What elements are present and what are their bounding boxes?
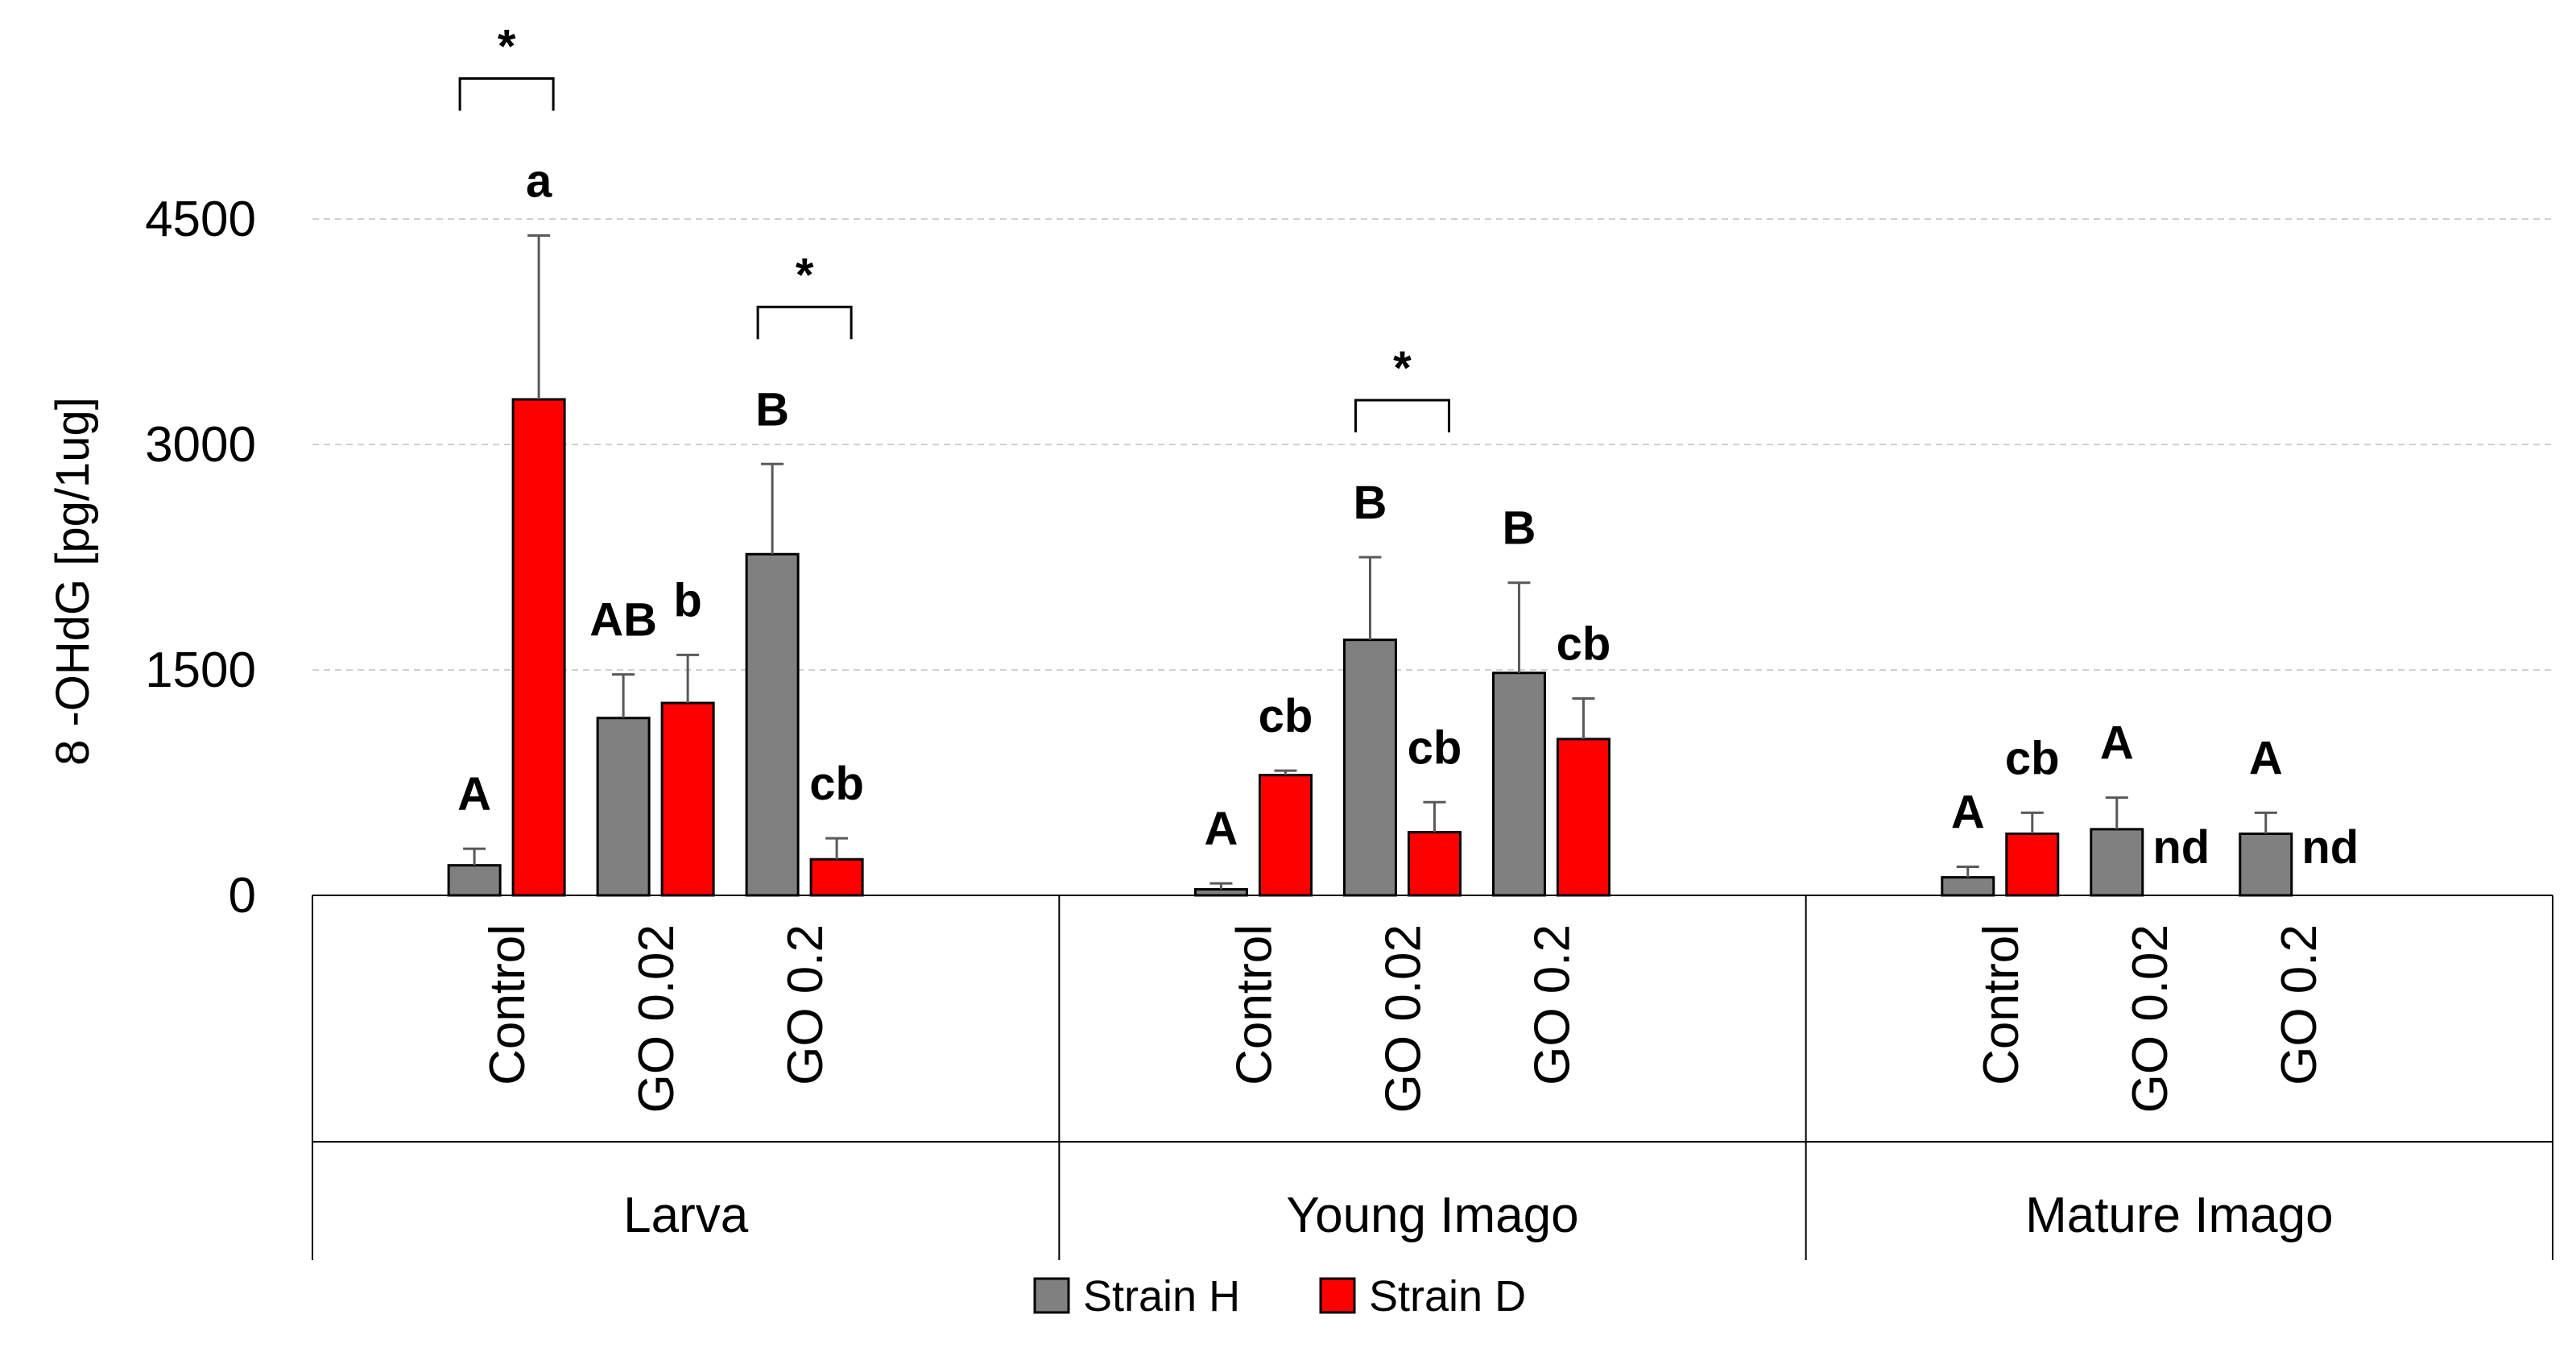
significance-star: * [498,21,516,73]
x-tick-label: Control [1974,924,2029,1085]
y-tick-label: 0 [229,868,256,924]
x-tick-label: GO 0.02 [629,924,684,1113]
bars [447,234,2293,897]
bar-strain-d [1407,831,1462,897]
axes: 0 1500 3000 4500 Larva Control GO 0.02 GO 0.2 Yo… [145,192,2553,1260]
legend-swatch [1319,1277,1356,1314]
annotations: Aa AB b Bcb * * Acb Bcb Bcb * Acb And And [457,21,2359,874]
significance-letter: cb [1557,618,1611,670]
y-tick-label: 4500 [145,192,256,247]
legend-swatch [1033,1277,1070,1314]
x-tick-label: Control [480,924,535,1085]
x-tick-label: GO 0.2 [778,924,833,1085]
significance-letter: cb [809,758,864,810]
legend-label: Strain D [1369,1272,1526,1320]
significance-letter: nd [2152,821,2210,874]
significance-bracket [756,305,853,340]
bar-strain-h [745,552,800,897]
bar-strain-d [1556,738,1611,897]
y-tick-label: 1500 [145,643,256,698]
significance-letter: b [673,574,701,626]
bar-strain-d [660,701,715,897]
significance-bracket [458,77,555,111]
legend-label: Strain H [1083,1272,1240,1320]
significance-letter: cb [2005,732,2060,784]
bar-strain-h [1342,639,1397,897]
significance-letter: nd [2301,821,2359,874]
significance-letter: A [457,768,491,820]
x-tick-label: GO 0.2 [2272,924,2327,1085]
significance-letter: A [1951,787,1985,839]
bar-strain-h [2239,832,2293,897]
bar-strain-h [447,864,502,897]
bar-strain-d [2005,832,2060,897]
bar-strain-h [2090,828,2144,897]
significance-bracket [1354,399,1450,432]
significance-letter: A [2249,732,2283,784]
significance-letter: AB [589,594,657,647]
bar-strain-h [596,717,651,897]
x-tick-label: GO 0.02 [2123,924,2178,1113]
y-tick-label: 3000 [145,417,256,473]
bar-strain-h [1941,876,1995,897]
group-label: Mature Imago [2025,1188,2334,1243]
bar-strain-h [1491,672,1546,897]
significance-letter: B [755,383,789,436]
x-tick-label: Control [1226,924,1282,1085]
x-tick-label: GO 0.02 [1375,924,1431,1113]
group-label: Young Imago [1286,1188,1578,1243]
bar-strain-d [809,858,864,897]
bar-strain-d [1258,774,1313,897]
significance-letter: B [1353,477,1387,529]
significance-letter: cb [1408,721,1462,774]
significance-letter: B [1502,502,1536,555]
gridlines [312,218,2553,671]
bar-strain-h [1193,888,1248,897]
group-label: Larva [623,1188,749,1243]
y-axis-label: 8 -OHdG [pg/1ug] [47,397,99,766]
significance-letter: a [526,155,552,208]
significance-letter: cb [1259,690,1313,742]
significance-star: * [1393,342,1412,395]
legend: Strain H Strain D [1033,1272,1526,1320]
significance-letter: A [2100,717,2134,770]
significance-star: * [796,249,814,301]
significance-letter: A [1204,803,1238,855]
bar-strain-d [511,398,566,897]
x-tick-label: GO 0.2 [1524,924,1580,1085]
